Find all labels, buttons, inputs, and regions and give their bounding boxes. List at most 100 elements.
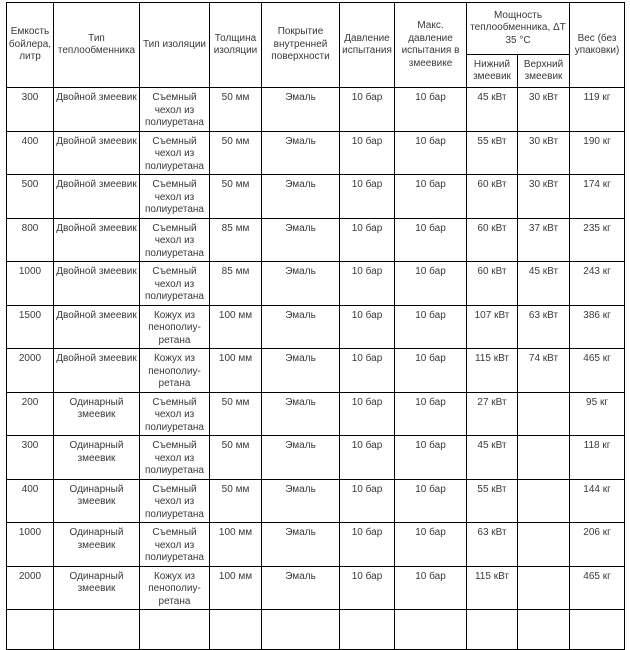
table-cell: Эмаль [261, 391, 340, 436]
table-cell: Двойной змеевик [53, 304, 140, 349]
table-cell: 85 мм [209, 217, 262, 262]
table-cell: 27 кВт [466, 391, 518, 436]
table-cell: Двойной змеевик [53, 174, 140, 219]
col-header-lower-coil: Нижний змеевик [466, 54, 518, 88]
table-cell: Съемный чехол из полиуретана [139, 130, 210, 175]
table-cell: 300 [6, 435, 54, 480]
table-cell: 10 бар [394, 565, 467, 610]
table-cell [516, 522, 571, 567]
table-cell: Эмаль [261, 87, 340, 132]
table-cell: Кожух из пенополиу-ретана [139, 348, 210, 393]
table-cell: 400 [6, 130, 54, 175]
table-cell: Съемный чехол из полиуретана [139, 87, 210, 132]
col-header-inner-coating: Покрытие внутренней поверхности [261, 2, 340, 88]
boiler-spec-table: Емкость бойлера, литр Тип теплообменника… [6, 2, 626, 650]
table-cell: Кожух из пенополиу-ретана [139, 565, 210, 610]
table-cell: 55 кВт [466, 130, 518, 175]
col-header-test-pressure: Давление испытания [339, 2, 395, 88]
table-cell: 50 мм [209, 130, 262, 175]
table-cell-empty [569, 609, 626, 650]
table-row: 300 Двойной змеевик Съемный чехол из полиу… [6, 87, 626, 132]
table-cell: 45 кВт [516, 261, 571, 306]
table-cell: Двойной змеевик [53, 348, 140, 393]
table-cell: 174 кг [569, 174, 626, 219]
table-cell: 800 [6, 217, 54, 262]
table-cell: 10 бар [339, 130, 395, 175]
table-cell: Съемный чехол из полиуретана [139, 391, 210, 436]
table-cell: 1000 [6, 261, 54, 306]
table-row: 1000 Одинарный змеевик Съемный чехол из по… [6, 522, 626, 567]
table-cell: 107 кВт [466, 304, 518, 349]
table-cell: 10 бар [339, 217, 395, 262]
table-cell: 60 кВт [466, 217, 518, 262]
table-cell: 243 кг [569, 261, 626, 306]
table-cell: 119 кг [569, 87, 626, 132]
table-cell: 200 [6, 391, 54, 436]
table-cell: 10 бар [394, 87, 467, 132]
table-cell: 50 мм [209, 87, 262, 132]
table-cell: Съемный чехол из полиуретана [139, 522, 210, 567]
table-row: 400 Одинарный змеевик Съемный чехол из пол… [6, 478, 626, 523]
table-cell: 74 кВт [516, 348, 571, 393]
table-body: 300 Двойной змеевик Съемный чехол из полиу… [6, 87, 626, 650]
col-header-upper-coil: Верхний змеевик [516, 54, 571, 88]
col-header-max-coil-test-pressure: Макс. давление испытания в змеевике [394, 2, 467, 88]
header-row-sub: Нижний змеевик Верхний змеевик [7, 54, 625, 88]
table-cell: 118 кг [569, 435, 626, 480]
table-cell-empty [6, 609, 54, 650]
table-cell: Одинарный змеевик [53, 565, 140, 610]
table-cell: 55 кВт [466, 478, 518, 523]
table-cell: 10 бар [394, 435, 467, 480]
table-cell: 386 кг [569, 304, 626, 349]
table-cell: 300 [6, 87, 54, 132]
table-cell: 400 [6, 478, 54, 523]
table-cell: Эмаль [261, 174, 340, 219]
table-cell: 10 бар [394, 348, 467, 393]
table-cell: 50 мм [209, 174, 262, 219]
table-cell: Съемный чехол из полиуретана [139, 217, 210, 262]
table-cell: 60 кВт [466, 261, 518, 306]
table-cell: Двойной змеевик [53, 130, 140, 175]
table-row: 800 Двойной змеевик Съемный чехол из полиу… [6, 217, 626, 262]
table-cell: 10 бар [339, 348, 395, 393]
table-cell: Одинарный змеевик [53, 522, 140, 567]
table-cell: Эмаль [261, 304, 340, 349]
table-cell: 100 мм [209, 522, 262, 567]
table-cell: 10 бар [394, 478, 467, 523]
table-row: 200 Одинарный змеевик Съемный чехол из пол… [6, 391, 626, 436]
table-cell-empty [53, 609, 140, 650]
col-header-insulation-type: Тип изоляции [139, 2, 210, 88]
table-row: 1000 Двойной змеевик Съемный чехол из поли… [6, 261, 626, 306]
table-cell: 50 мм [209, 435, 262, 480]
table-cell: 115 кВт [466, 348, 518, 393]
table-cell: 10 бар [394, 522, 467, 567]
table-cell: Одинарный змеевик [53, 391, 140, 436]
table-cell: Съемный чехол из полиуретана [139, 174, 210, 219]
table-cell: 10 бар [394, 261, 467, 306]
table-row: 2000 Двойной змеевик Кожух из пенополиу-ре… [6, 348, 626, 393]
table-cell: Двойной змеевик [53, 87, 140, 132]
table-row: 2000 Одинарный змеевик Кожух из пенополиу-… [6, 565, 626, 610]
table-cell: 10 бар [339, 522, 395, 567]
table-cell-empty [394, 609, 467, 650]
table-cell: 10 бар [339, 261, 395, 306]
table-cell: Эмаль [261, 478, 340, 523]
table-cell: Эмаль [261, 435, 340, 480]
table-cell: Двойной змеевик [53, 217, 140, 262]
table-cell: 500 [6, 174, 54, 219]
table-cell: 63 кВт [516, 304, 571, 349]
table-cell: 50 мм [209, 391, 262, 436]
table-cell: 235 кг [569, 217, 626, 262]
table-cell: Кожух из пенополиу-ретана [139, 304, 210, 349]
col-header-insulation-thickness: Толщина изоляции [209, 2, 262, 88]
table-cell: 2000 [6, 348, 54, 393]
col-header-capacity: Емкость бойлера, литр [6, 2, 54, 88]
col-header-weight: Вес (без упаковки) [569, 2, 626, 88]
table-cell: 115 кВт [466, 565, 518, 610]
table-cell: 100 мм [209, 348, 262, 393]
table-cell [516, 435, 571, 480]
table-row: 300 Одинарный змеевик Съемный чехол из пол… [6, 435, 626, 480]
table-cell [516, 391, 571, 436]
table-row: 400 Двойной змеевик Съемный чехол из полиу… [6, 130, 626, 175]
table-cell: 10 бар [339, 391, 395, 436]
